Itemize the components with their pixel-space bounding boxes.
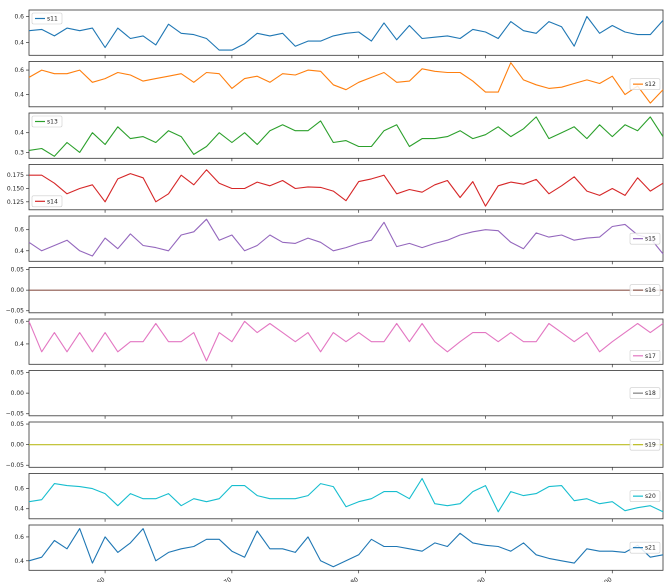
- y-tick-label: 0.4: [14, 130, 24, 137]
- subplot-s14: 0.125 0.150 0.175 s14: [7, 164, 664, 213]
- series-line-s20: [28, 477, 664, 513]
- axes-frame: [28, 524, 664, 571]
- subplot-s19: −0.05 0.00 0.05 s19: [6, 421, 664, 471]
- legend: s14: [31, 195, 63, 208]
- legend-label: s18: [645, 390, 656, 397]
- y-tick-label: 0.3: [14, 149, 24, 156]
- subplot-s16: −0.05 0.00 0.05 s16: [6, 267, 664, 316]
- legend-frame: [629, 490, 661, 502]
- x-tick-label: 180: [346, 576, 360, 582]
- legend: s18: [629, 387, 661, 399]
- subplot-s21: 0.4 0.6 s21: [14, 524, 664, 574]
- legend-frame: [31, 115, 63, 128]
- series-line-s12: [28, 62, 664, 104]
- subplot-s11: 0.4 0.6 s11: [14, 9, 664, 59]
- y-tick-label: 0.6: [14, 13, 24, 20]
- legend-frame: [629, 78, 661, 90]
- axes-frame: [28, 318, 664, 365]
- y-tick-label: −0.05: [6, 308, 25, 315]
- y-tick-label: −0.05: [6, 462, 25, 469]
- x-tick-label: 190: [473, 576, 487, 582]
- subplot-s12: 0.4 0.6 s12: [14, 61, 664, 110]
- series-line-s15: [28, 218, 664, 257]
- x-tick-label: 170: [220, 576, 234, 582]
- axes-frame: [28, 370, 664, 417]
- legend: s21: [629, 541, 661, 554]
- y-tick-label: 0.6: [14, 67, 24, 74]
- legend-frame: [629, 284, 661, 296]
- y-tick-label: 0.05: [11, 370, 25, 377]
- y-tick-label: 0.6: [14, 227, 24, 234]
- series-line-s17: [28, 320, 664, 362]
- legend-frame: [31, 195, 63, 208]
- subplot-s18: −0.05 0.00 0.05 s18: [6, 370, 664, 419]
- series-line-s21: [28, 528, 664, 568]
- x-tick-label: 200: [600, 576, 614, 582]
- x-tick-label: 160: [93, 576, 107, 582]
- legend-label: s16: [645, 287, 656, 294]
- series-line-s14: [29, 169, 664, 207]
- legend-frame: [629, 541, 661, 554]
- legend-label: s17: [645, 353, 656, 360]
- series-line-s13: [28, 116, 664, 157]
- axes-frame: [28, 112, 664, 159]
- legend: s15: [629, 232, 661, 245]
- legend: s12: [629, 78, 661, 90]
- axes-frame: [28, 473, 664, 520]
- axes-frame: [28, 215, 664, 262]
- axes-frame: [28, 9, 664, 56]
- y-tick-label: 0.00: [11, 287, 25, 294]
- y-tick-label: 0.4: [14, 341, 24, 348]
- y-tick-label: 0.125: [7, 199, 24, 206]
- y-tick-label: 0.00: [11, 442, 25, 449]
- legend: s16: [629, 284, 661, 296]
- legend: s11: [31, 12, 63, 25]
- y-tick-label: 0.175: [7, 172, 24, 179]
- y-tick-label: 0.00: [11, 390, 25, 397]
- y-tick-label: 0.05: [11, 267, 25, 274]
- legend-label: s12: [645, 81, 656, 88]
- subplot-s15: 0.4 0.6 s15: [14, 215, 664, 265]
- legend-frame: [629, 232, 661, 245]
- y-tick-label: 0.6: [14, 318, 24, 325]
- legend-label: s14: [47, 198, 58, 205]
- y-tick-label: 0.4: [14, 506, 24, 513]
- legend-label: s19: [645, 442, 656, 449]
- legend-frame: [629, 438, 661, 451]
- y-tick-label: 0.4: [14, 248, 24, 255]
- legend-frame: [31, 12, 63, 25]
- legend-frame: [629, 387, 661, 399]
- subplot-s13: 0.3 0.4 s13: [14, 112, 664, 162]
- y-tick-label: 0.6: [14, 534, 24, 541]
- y-tick-label: 0.150: [7, 185, 24, 192]
- axes-frame: [28, 61, 664, 108]
- y-tick-label: 0.4: [14, 92, 24, 99]
- subplot-s17: 0.4 0.6 s17: [14, 318, 664, 368]
- series-line-s11: [28, 15, 664, 51]
- legend-label: s20: [645, 493, 656, 500]
- y-tick-label: −0.05: [6, 411, 25, 418]
- y-tick-label: 0.4: [14, 558, 24, 565]
- subplot-s20: 0.4 0.6 s20: [14, 473, 664, 522]
- legend: s19: [629, 438, 661, 451]
- legend: s13: [31, 115, 63, 128]
- y-tick-label: 0.4: [14, 39, 24, 46]
- legend: s20: [629, 490, 661, 502]
- axes-frame: [28, 164, 664, 211]
- legend-label: s11: [47, 16, 58, 23]
- legend-label: s15: [645, 236, 656, 243]
- legend: s17: [629, 349, 661, 362]
- legend-label: s13: [47, 119, 58, 126]
- y-tick-label: 0.05: [11, 421, 25, 428]
- legend-frame: [629, 349, 661, 362]
- y-tick-label: 0.6: [14, 486, 24, 493]
- legend-label: s21: [645, 545, 656, 552]
